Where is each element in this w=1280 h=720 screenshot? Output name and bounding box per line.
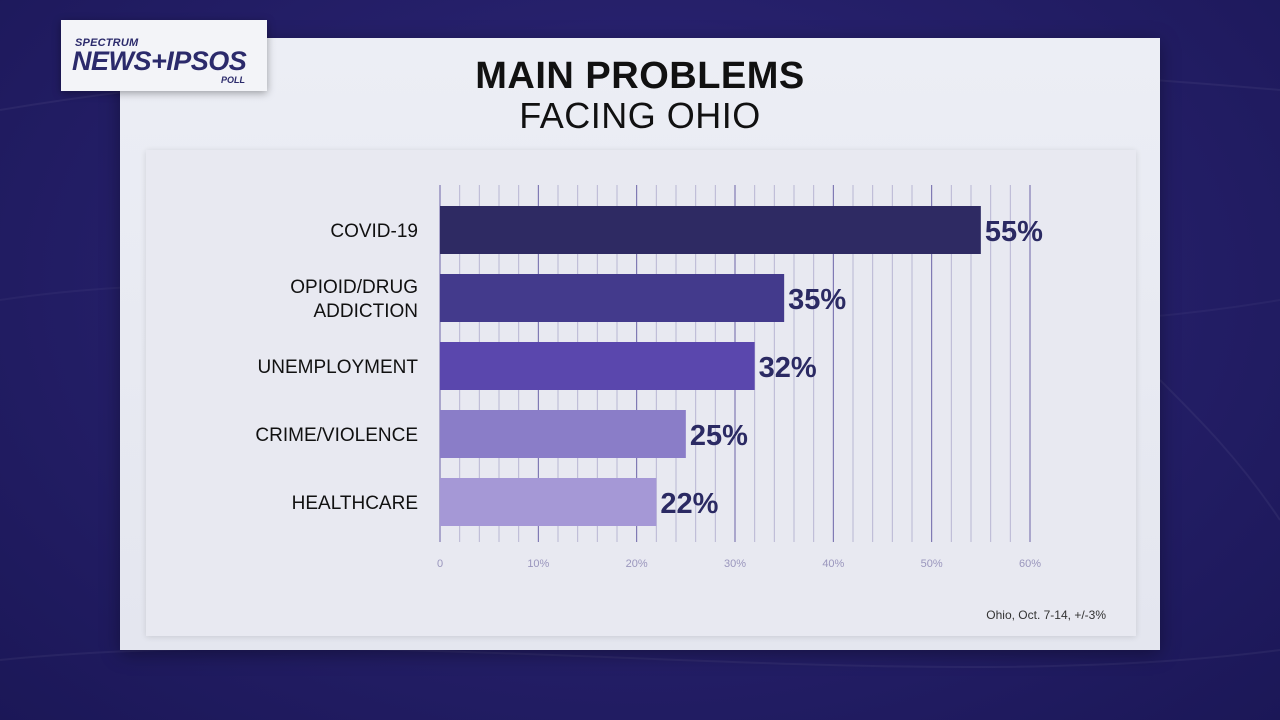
category-label: OPIOID/DRUG bbox=[290, 277, 418, 298]
category-label: CRIME/VIOLENCE bbox=[255, 425, 418, 446]
data-label: 35% bbox=[788, 284, 846, 316]
bar bbox=[440, 410, 686, 458]
data-label: 22% bbox=[660, 488, 718, 520]
tick-label: 10% bbox=[527, 558, 549, 570]
category-label: HEALTHCARE bbox=[292, 493, 418, 514]
tick-label: 50% bbox=[921, 558, 943, 570]
bar bbox=[440, 274, 785, 322]
chart-subtitle: FACING OHIO bbox=[519, 95, 761, 136]
category-label: COVID-19 bbox=[330, 221, 418, 242]
bar bbox=[440, 206, 981, 254]
data-label: 55% bbox=[985, 216, 1043, 248]
logo-line-2: NEWS+IPSOS bbox=[72, 46, 247, 76]
tick-label: 60% bbox=[1019, 558, 1041, 570]
spectrum-ipsos-logo: SPECTRUM NEWS+IPSOS POLL bbox=[61, 20, 267, 91]
tick-label: 40% bbox=[822, 558, 844, 570]
bar bbox=[440, 478, 657, 526]
tick-label: 20% bbox=[626, 558, 648, 570]
logo-line-3: POLL bbox=[221, 75, 245, 85]
tick-label: 0 bbox=[437, 558, 443, 570]
bar bbox=[440, 342, 755, 390]
category-label: ADDICTION bbox=[314, 301, 419, 322]
category-label: UNEMPLOYMENT bbox=[258, 357, 419, 378]
logo-line-1: SPECTRUM bbox=[75, 37, 139, 49]
data-label: 32% bbox=[759, 352, 817, 384]
data-label: 25% bbox=[690, 420, 748, 452]
chart-title: MAIN PROBLEMS bbox=[475, 55, 805, 97]
source-footnote: Ohio, Oct. 7-14, +/-3% bbox=[986, 608, 1106, 622]
tick-label: 30% bbox=[724, 558, 746, 570]
